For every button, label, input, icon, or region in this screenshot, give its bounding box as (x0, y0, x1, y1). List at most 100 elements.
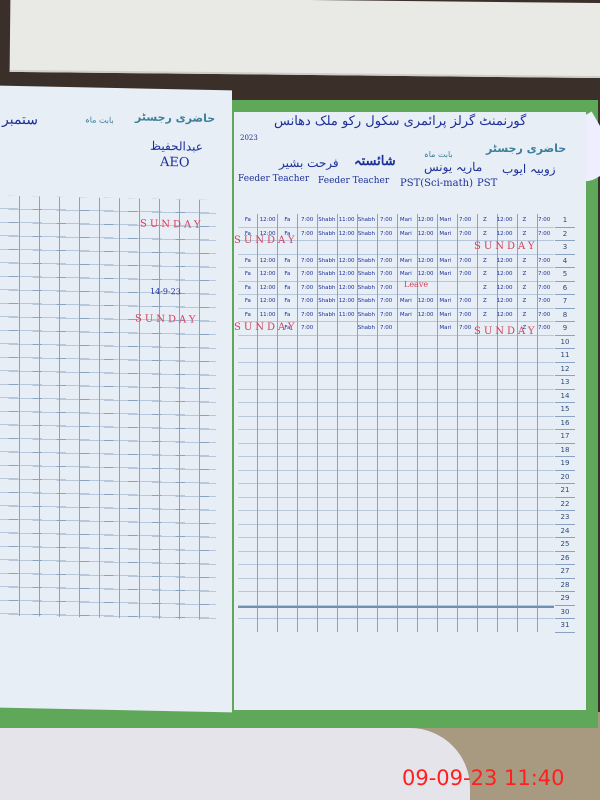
attendance-cell: 7:00 (379, 217, 393, 223)
day-number: 5 (555, 268, 575, 282)
sunday-label: SUNDAY (135, 313, 199, 326)
attendance-cell: Mari (399, 271, 412, 277)
attendance-cell: Fa (284, 325, 291, 331)
teacher-designation: Feeder Teacher (238, 174, 310, 184)
attendance-cell: 7:00 (458, 298, 472, 304)
day-number: 28 (555, 579, 575, 592)
day-number: 12 (555, 363, 575, 376)
timestamp: 09-09-23 11:40 (402, 766, 565, 790)
officer-name: عبدالحفیظ (150, 138, 203, 154)
attendance-cell: Fa (284, 271, 291, 277)
attendance-cell: Z (522, 271, 527, 277)
attendance-cell: Z (522, 230, 527, 237)
day-number: 18 (555, 444, 575, 457)
day-number: 17 (555, 430, 575, 444)
attendance-cell: 7:00 (379, 298, 393, 304)
attendance-cell: Shabh (357, 311, 376, 318)
attendance-cell: Shabh (357, 217, 376, 223)
attendance-cell: 7:00 (537, 311, 551, 318)
signature-note: 14-9-23 (150, 286, 181, 297)
attendance-cell: Fa (284, 298, 291, 304)
attendance-cell: 11:00 (338, 311, 355, 318)
day-number: 2 (555, 228, 575, 241)
attendance-grid (238, 214, 554, 632)
attendance-cell: 12:00 (259, 298, 276, 304)
day-number: 9 (555, 322, 575, 336)
attendance-cell: Fa (244, 271, 251, 277)
attendance-cell: 7:00 (458, 217, 472, 223)
left-attendance-grid (0, 195, 216, 621)
attendance-cell: Shabh (357, 325, 376, 331)
day-number: 15 (555, 403, 575, 417)
attendance-cell: 12:00 (338, 257, 355, 264)
day-number: 31 (555, 619, 575, 633)
attendance-cell: 7:00 (537, 298, 551, 304)
attendance-cell: Fa (244, 298, 251, 304)
day-number: 7 (555, 295, 575, 309)
attendance-cell: 7:00 (458, 230, 472, 237)
attendance-cell: 12:00 (496, 284, 513, 291)
attendance-cell: Z (482, 311, 487, 318)
day-number-column: 1 2 3 4 5 6 7 8 9 10 11 12 13 14 15 16 17 18 19 20 21 22 23 24 2… (555, 214, 575, 633)
attendance-cell: 7:00 (537, 230, 551, 237)
attendance-cell (455, 282, 475, 296)
cloth (0, 728, 470, 800)
officer-designation: AEO (160, 154, 190, 171)
left-page: حاضری رجسٹر بابت ماہ ستمبر عبدالحفیظ AEO… (0, 85, 232, 713)
attendance-cell: 7:00 (537, 217, 551, 223)
month-label: بابت ماہ (424, 150, 453, 159)
attendance-cell: 7:00 (300, 271, 314, 277)
attendance-cell: Fa (284, 311, 291, 318)
attendance-cell: Fa (244, 284, 251, 291)
register-title: حاضری رجسٹر (486, 142, 567, 155)
attendance-cell: Shabh (318, 230, 336, 237)
attendance-cell (337, 322, 357, 336)
attendance-cell: 12:00 (417, 298, 434, 304)
attendance-cell: Z (522, 311, 527, 318)
attendance-cell: Fa (284, 257, 291, 264)
attendance-cell: 7:00 (379, 230, 393, 237)
attendance-cell: 7:00 (300, 311, 314, 318)
attendance-row: Fa 12:00 Fa 7:00 Shabh 11:00 Shabh 7:00 Mari 12:0… (238, 214, 554, 228)
attendance-cell: 12:00 (338, 284, 355, 291)
attendance-cell: Shabh (357, 257, 376, 264)
month-value: ستمبر (2, 111, 38, 129)
attendance-cell: Shabh (318, 298, 336, 304)
attendance-cell: Z (482, 217, 487, 223)
attendance-cell: Mari (439, 257, 452, 264)
attendance-cell: Fa (244, 257, 251, 264)
day-number: 19 (555, 457, 575, 471)
day-number: 30 (555, 606, 575, 619)
attendance-cell: 12:00 (417, 257, 434, 264)
attendance-cell: Shabh (318, 271, 336, 277)
teacher-designation: PST (477, 178, 498, 189)
day-number: 11 (555, 349, 575, 363)
attendance-cell: 12:00 (417, 217, 434, 223)
day-number: 4 (555, 255, 575, 268)
attendance-cell: Z (522, 217, 527, 223)
year: 2023 (240, 134, 258, 142)
attendance-cell: Shabh (318, 284, 336, 291)
teacher-name: ماریہ یونس (424, 160, 483, 174)
day-number: 6 (555, 282, 575, 295)
sunday-label: SUNDAY (474, 326, 538, 337)
attendance-cell: Z (522, 284, 527, 291)
attendance-cell: Mari (439, 230, 452, 237)
school-name: گورنمنٹ گرلز پرائمری سکول رکو ملک دھانس (274, 114, 527, 129)
attendance-cell: 12:00 (417, 311, 434, 318)
attendance-cell: 12:00 (496, 230, 513, 237)
attendance-cell: 12:00 (259, 257, 276, 264)
attendance-cell (416, 322, 436, 336)
attendance-cell: 12:00 (417, 230, 434, 237)
day-number: 24 (555, 525, 575, 538)
attendance-cell: Mari (439, 311, 452, 318)
teacher-designation: PST(Sci-math) (400, 178, 473, 189)
day-number: 21 (555, 484, 575, 498)
attendance-cell: Shabh (357, 230, 376, 237)
attendance-cell: Mari (399, 230, 412, 237)
paper-sheet (9, 0, 600, 79)
attendance-cell: 12:00 (496, 257, 513, 264)
teacher-name: شائستہ (354, 154, 396, 169)
attendance-cell: 7:00 (537, 325, 551, 331)
attendance-cell: Shabh (318, 217, 336, 223)
